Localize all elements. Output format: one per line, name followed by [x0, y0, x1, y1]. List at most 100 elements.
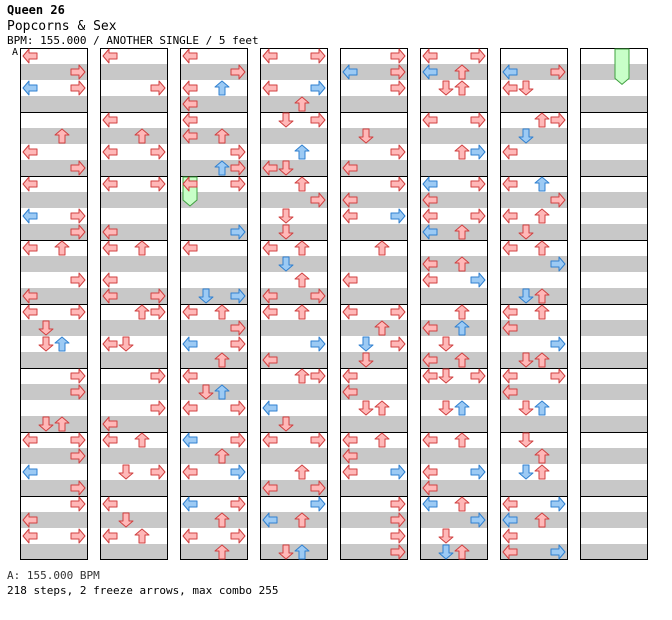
left-arrow [502, 368, 518, 384]
right-arrow [150, 400, 166, 416]
song-name: Popcorns & Sex [7, 19, 117, 34]
left-arrow [502, 64, 518, 80]
right-arrow [230, 432, 246, 448]
up-arrow [534, 352, 550, 368]
left-arrow [22, 144, 38, 160]
up-arrow [134, 432, 150, 448]
left-arrow [422, 64, 438, 80]
left-arrow [342, 64, 358, 80]
up-arrow [534, 400, 550, 416]
left-arrow [182, 432, 198, 448]
up-arrow [294, 464, 310, 480]
right-arrow [70, 368, 86, 384]
right-arrow [390, 512, 406, 528]
up-arrow [534, 512, 550, 528]
left-arrow [422, 480, 438, 496]
left-arrow [342, 272, 358, 288]
left-arrow [342, 368, 358, 384]
left-arrow [102, 528, 118, 544]
right-arrow [310, 112, 326, 128]
right-arrow [70, 224, 86, 240]
right-arrow [150, 176, 166, 192]
right-arrow [230, 496, 246, 512]
left-arrow [22, 512, 38, 528]
right-arrow [470, 144, 486, 160]
right-arrow [470, 512, 486, 528]
up-arrow [454, 496, 470, 512]
right-arrow [230, 176, 246, 192]
up-arrow [294, 144, 310, 160]
left-arrow [422, 176, 438, 192]
up-arrow [134, 528, 150, 544]
left-arrow [102, 144, 118, 160]
right-arrow [230, 336, 246, 352]
left-arrow [182, 176, 198, 192]
left-arrow [102, 224, 118, 240]
down-arrow [358, 352, 374, 368]
right-arrow [470, 112, 486, 128]
up-arrow [214, 512, 230, 528]
right-arrow [70, 160, 86, 176]
chart-title: Queen 26 [7, 3, 65, 17]
left-arrow [182, 96, 198, 112]
right-arrow [70, 496, 86, 512]
freeze-arrow [614, 48, 630, 86]
right-arrow [230, 400, 246, 416]
down-arrow [438, 368, 454, 384]
right-arrow [150, 288, 166, 304]
right-arrow [390, 464, 406, 480]
right-arrow [550, 336, 566, 352]
left-arrow [502, 544, 518, 560]
right-arrow [470, 48, 486, 64]
up-arrow [534, 448, 550, 464]
up-arrow [294, 272, 310, 288]
left-arrow [422, 432, 438, 448]
up-arrow [374, 400, 390, 416]
left-arrow [22, 432, 38, 448]
right-arrow [550, 64, 566, 80]
left-arrow [502, 176, 518, 192]
right-arrow [150, 464, 166, 480]
right-arrow [390, 304, 406, 320]
left-arrow [182, 240, 198, 256]
right-arrow [390, 176, 406, 192]
down-arrow [278, 416, 294, 432]
left-arrow [102, 416, 118, 432]
left-arrow [182, 400, 198, 416]
down-arrow [198, 384, 214, 400]
down-arrow [518, 224, 534, 240]
left-arrow [102, 112, 118, 128]
right-arrow [390, 144, 406, 160]
right-arrow [230, 144, 246, 160]
right-arrow [390, 48, 406, 64]
bpm-marker: A [12, 47, 19, 58]
right-arrow [470, 176, 486, 192]
right-arrow [550, 192, 566, 208]
right-arrow [70, 384, 86, 400]
left-arrow [262, 432, 278, 448]
left-arrow [182, 368, 198, 384]
left-arrow [262, 288, 278, 304]
right-arrow [470, 208, 486, 224]
down-arrow [198, 288, 214, 304]
left-arrow [342, 432, 358, 448]
right-arrow [150, 368, 166, 384]
chart-column [420, 48, 488, 560]
down-arrow [518, 464, 534, 480]
chart-column [260, 48, 328, 560]
left-arrow [502, 240, 518, 256]
down-arrow [278, 112, 294, 128]
left-arrow [422, 464, 438, 480]
up-arrow [214, 160, 230, 176]
right-arrow [70, 480, 86, 496]
right-arrow [390, 208, 406, 224]
left-arrow [422, 208, 438, 224]
right-arrow [70, 208, 86, 224]
chart-column [20, 48, 88, 560]
up-arrow [534, 176, 550, 192]
right-arrow [310, 368, 326, 384]
down-arrow [518, 432, 534, 448]
up-arrow [214, 80, 230, 96]
up-arrow [454, 320, 470, 336]
